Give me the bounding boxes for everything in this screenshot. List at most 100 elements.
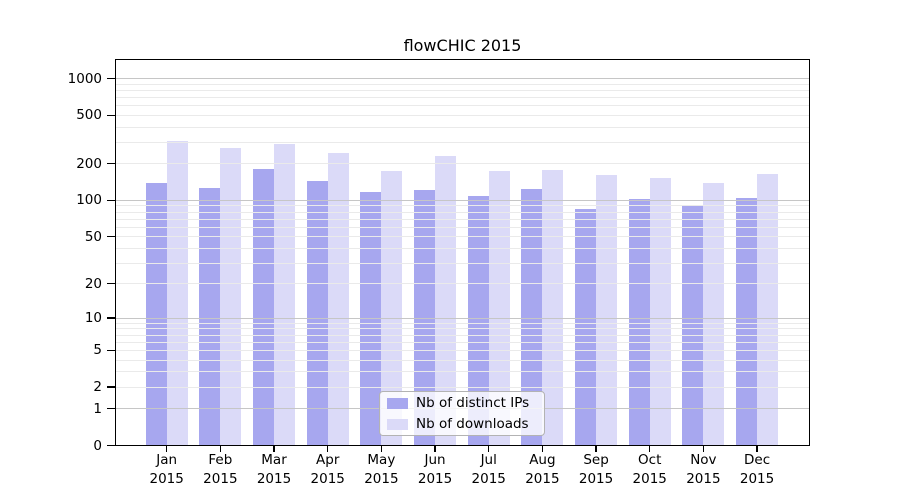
minor-gridline-5 [115, 349, 810, 351]
minor-gridline-400 [115, 126, 810, 128]
y-tick-5 [107, 349, 115, 351]
x-tick-feb [219, 445, 222, 452]
bars-layer [115, 59, 810, 446]
minor-gridline-60 [115, 226, 810, 228]
legend: Nb of distinct IPs Nb of downloads [379, 391, 545, 436]
major-gridline-100 [115, 199, 810, 201]
x-tick-label-apr: Apr 2015 [286, 451, 370, 489]
year-label: 2015 [739, 471, 775, 487]
minor-gridline-500 [115, 114, 810, 116]
legend-swatch-downloads [387, 418, 408, 430]
minor-gridline-2 [115, 386, 810, 388]
bar-downloads-oct [649, 178, 671, 446]
minor-gridline-200 [115, 163, 810, 165]
x-tick-label-oct: Oct 2015 [608, 451, 692, 489]
y-tick-label-200: 200 [76, 155, 102, 172]
legend-item-distinct-ips: Nb of distinct IPs [387, 394, 544, 412]
bar-downloads-sep [596, 174, 618, 446]
y-tick-label-50: 50 [84, 228, 102, 245]
legend-label-downloads: Nb of downloads [416, 416, 529, 432]
x-tick-label-jun: Jun 2015 [393, 451, 477, 489]
bar-distinct-ips-dec [736, 197, 758, 446]
minor-gridline-600 [115, 105, 810, 107]
bar-distinct-ips-apr [306, 181, 328, 446]
legend-label-distinct-ips: Nb of distinct IPs [416, 395, 530, 411]
y-tick-label-500: 500 [76, 107, 102, 124]
y-tick-50 [107, 235, 115, 238]
y-tick-label-1: 1 [93, 400, 102, 417]
legend-swatch-distinct-ips [387, 397, 408, 409]
year-label: 2015 [578, 471, 614, 487]
bar-distinct-ips-feb [199, 188, 221, 446]
year-label: 2015 [686, 471, 721, 487]
minor-gridline-8 [115, 328, 810, 330]
x-tick-label-jan: Jan 2015 [125, 451, 209, 489]
bar-distinct-ips-aug [521, 188, 543, 446]
minor-gridline-20 [115, 283, 810, 285]
x-tick-label-may: May 2015 [339, 451, 423, 489]
minor-gridline-900 [115, 83, 810, 85]
y-tick-label-20: 20 [84, 275, 102, 292]
x-tick-jul [488, 445, 490, 452]
major-gridline-10 [115, 317, 810, 319]
x-tick-label-aug: Aug 2015 [500, 451, 584, 489]
x-tick-nov [702, 445, 705, 452]
y-tick-label-5: 5 [93, 342, 102, 359]
minor-gridline-30 [115, 262, 810, 264]
bar-downloads-dec [757, 173, 779, 446]
month-label: May [367, 452, 396, 468]
bar-distinct-ips-sep [575, 208, 597, 446]
minor-gridline-9 [115, 322, 810, 324]
grid-layer [115, 59, 810, 446]
minor-gridline-70 [115, 218, 810, 220]
minor-gridline-6 [115, 341, 810, 343]
minor-gridline-800 [115, 89, 810, 91]
x-tick-label-sep: Sep 2015 [554, 451, 638, 489]
bar-downloads-jan [166, 140, 188, 446]
month-label: Feb [208, 452, 233, 468]
month-label: Apr [316, 452, 340, 468]
year-label: 2015 [364, 471, 399, 487]
y-tick-100 [107, 199, 115, 201]
y-tick-label-1000: 1000 [67, 70, 102, 87]
year-label: 2015 [256, 471, 292, 487]
year-label: 2015 [471, 471, 506, 487]
bar-downloads-may [381, 170, 403, 446]
month-label: Oct [638, 452, 662, 468]
x-tick-jan [166, 445, 168, 452]
bar-distinct-ips-may [360, 192, 382, 446]
y-tick-label-10: 10 [84, 310, 102, 327]
minor-gridline-300 [115, 141, 810, 143]
x-tick-label-mar: Mar 2015 [232, 451, 316, 489]
y-tick-2 [107, 386, 115, 388]
bar-downloads-feb [220, 147, 242, 446]
bar-downloads-jun [435, 156, 457, 446]
month-label: Aug [529, 452, 556, 468]
legend-item-downloads: Nb of downloads [387, 415, 544, 433]
x-tick-apr [327, 445, 329, 452]
year-label: 2015 [632, 471, 667, 487]
x-tick-label-dec: Dec 2015 [715, 451, 799, 489]
major-gridline-1000 [115, 77, 810, 80]
month-label: Nov [690, 452, 717, 468]
year-label: 2015 [149, 471, 184, 487]
y-tick-1000 [107, 77, 115, 80]
bar-downloads-jul [488, 171, 510, 446]
x-tick-may [380, 445, 383, 452]
month-label: Dec [744, 452, 771, 468]
y-tick-200 [107, 163, 115, 165]
year-label: 2015 [203, 471, 238, 487]
minor-gridline-3 [115, 371, 810, 373]
y-tick-label-0: 0 [93, 437, 102, 454]
x-tick-sep [595, 445, 597, 452]
plot-area [115, 59, 810, 446]
month-label: Jun [424, 452, 446, 468]
bar-downloads-aug [542, 169, 564, 446]
y-tick-500 [107, 114, 115, 116]
y-tick-0 [107, 444, 115, 447]
year-label: 2015 [310, 471, 345, 487]
minor-gridline-50 [115, 236, 810, 238]
y-tick-label-100: 100 [76, 192, 102, 209]
year-label: 2015 [417, 471, 453, 487]
minor-gridline-90 [115, 205, 810, 207]
